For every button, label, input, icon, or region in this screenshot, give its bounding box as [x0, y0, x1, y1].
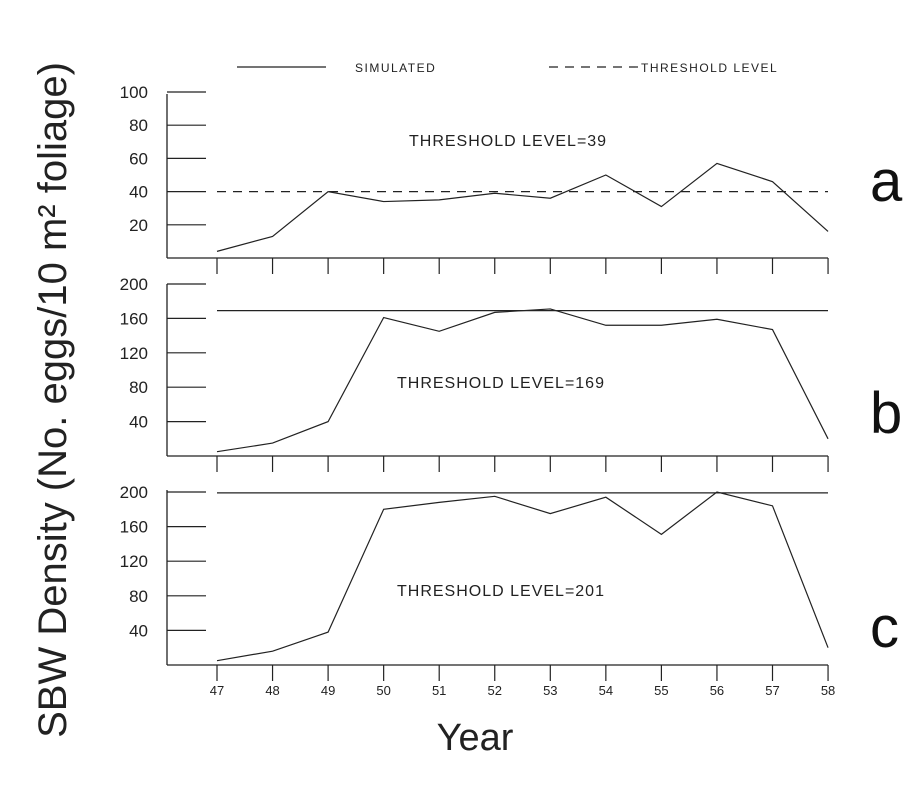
x-tick-label-52: 52 [488, 683, 502, 698]
panel-b: 40 80 120 160 200 THRESHOLD LEVEL=169 b [120, 275, 902, 472]
y-tick-label-c-200: 200 [120, 483, 148, 502]
legend-threshold-label: THRESHOLD LEVEL [641, 61, 778, 75]
panel-b-letter: b [870, 381, 902, 446]
y-tick-label-b-200: 200 [120, 275, 148, 294]
y-tick-label-b-120: 120 [120, 344, 148, 363]
y-tick-label-c-160: 160 [120, 518, 148, 537]
panel-a-letter: a [870, 149, 903, 214]
y-tick-label-c-40: 40 [129, 621, 148, 640]
y-tick-label-a-40: 40 [129, 183, 148, 202]
x-tick-label-55: 55 [654, 683, 668, 698]
x-tick-label-54: 54 [599, 683, 613, 698]
panel-c-letter: c [870, 595, 899, 660]
x-tick-label-49: 49 [321, 683, 335, 698]
y-tick-label-c-80: 80 [129, 587, 148, 606]
y-axis-label: SBW Density (No. eggs/10 m² foliage) [31, 62, 75, 738]
x-axis-label: Year [437, 717, 514, 759]
x-tick-label-57: 57 [765, 683, 779, 698]
panel-c-annotation: THRESHOLD LEVEL=201 [397, 583, 605, 600]
y-tick-label-b-80: 80 [129, 378, 148, 397]
x-tick-label-47: 47 [210, 683, 224, 698]
plot-area-a: 20 40 60 80 100 [120, 83, 829, 274]
y-tick-label-a-20: 20 [129, 216, 148, 235]
y-tick-label-a-60: 60 [129, 149, 148, 168]
series-simulated-c [216, 491, 829, 662]
x-tick-label-51: 51 [432, 683, 446, 698]
series-simulated-a [216, 162, 829, 252]
panel-a-annotation: THRESHOLD LEVEL=39 [409, 133, 607, 150]
panel-b-annotation: THRESHOLD LEVEL=169 [397, 375, 605, 392]
x-tick-label-56: 56 [710, 683, 724, 698]
panel-c: 40 80 120 160 200 THRESHOLD LEVEL=201 c [120, 483, 899, 681]
x-tick-label-50: 50 [376, 683, 390, 698]
y-tick-label-b-40: 40 [129, 413, 148, 432]
legend: SIMULATED THRESHOLD LEVEL [237, 61, 778, 75]
plot-area-b: 40 80 120 160 200 [120, 275, 829, 472]
panel-a: 20 40 60 80 100 THRESHOLD LEVEL=39 a [120, 83, 903, 274]
y-tick-label-a-80: 80 [129, 116, 148, 135]
legend-simulated-label: SIMULATED [355, 61, 436, 75]
y-tick-label-c-120: 120 [120, 552, 148, 571]
plot-area-c: 40 80 120 160 200 [120, 483, 829, 681]
x-tick-label-48: 48 [265, 683, 279, 698]
x-tick-label-53: 53 [543, 683, 557, 698]
y-tick-label-a-100: 100 [120, 83, 148, 102]
x-axis-tick-labels: 47 48 49 50 51 52 53 54 55 56 57 58 [210, 683, 836, 698]
x-tick-label-58: 58 [821, 683, 835, 698]
y-tick-label-b-160: 160 [120, 309, 148, 328]
